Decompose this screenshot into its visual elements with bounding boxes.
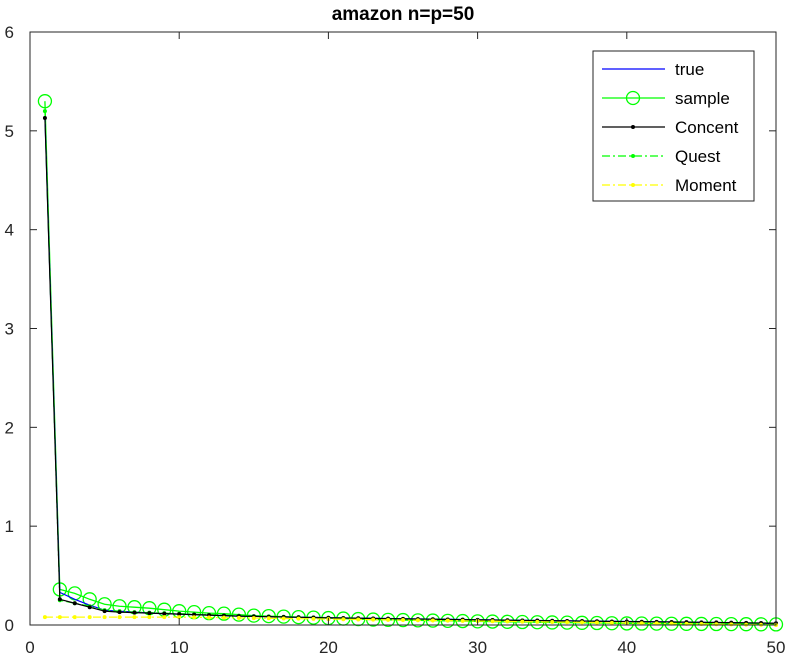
legend-item-sample: sample: [602, 89, 730, 108]
data-point: [649, 616, 664, 631]
y-tick-label: 2: [5, 418, 14, 437]
data-point: [201, 605, 217, 621]
data-point: [147, 615, 152, 620]
data-point: [72, 615, 77, 620]
legend-item-concent: Concent: [602, 118, 739, 137]
data-point: [445, 618, 450, 623]
data-point: [102, 615, 107, 620]
axes: 0 10 20 30 40 50 0 1 2 3 4 5 6: [5, 23, 786, 657]
x-tick-label: 40: [617, 638, 636, 657]
data-point: [401, 618, 405, 623]
data-point: [580, 620, 585, 625]
series-moment: [42, 615, 778, 627]
x-tick-label: 20: [319, 638, 338, 657]
data-point: [356, 617, 361, 622]
legend-marker: [631, 183, 635, 187]
data-point: [57, 615, 62, 620]
legend-label: Quest: [675, 147, 721, 166]
data-point: [236, 615, 241, 620]
data-point: [296, 616, 301, 621]
data-point: [72, 601, 77, 606]
y-tick-label: 4: [5, 221, 14, 240]
data-point: [281, 616, 286, 621]
data-point: [192, 615, 197, 620]
legend-marker: [625, 90, 641, 106]
data-point: [231, 607, 247, 622]
data-point: [639, 621, 644, 626]
data-point: [132, 615, 137, 620]
data-point: [714, 622, 719, 627]
data-point: [162, 611, 167, 616]
data-point: [425, 613, 440, 628]
y-tick-label: 1: [5, 517, 14, 536]
series-layer: [37, 94, 784, 632]
legend-label: true: [675, 60, 704, 79]
legend-marker: [631, 154, 635, 158]
data-point: [37, 94, 53, 109]
data-point: [216, 606, 232, 621]
data-point: [162, 615, 167, 620]
data-point: [42, 615, 47, 620]
data-point: [430, 618, 435, 623]
series-line-moment: [44, 616, 777, 626]
legend-label: Moment: [675, 176, 737, 195]
data-point: [371, 617, 376, 622]
data-point: [57, 597, 62, 602]
data-point: [266, 616, 271, 621]
data-point: [87, 605, 92, 610]
data-point: [386, 617, 391, 622]
data-point: [594, 620, 599, 625]
legend-box: [592, 50, 755, 202]
x-tick-label: 30: [468, 638, 487, 657]
data-point: [460, 618, 465, 623]
data-point: [311, 616, 316, 621]
legend: true sample Concent Quest Moment: [592, 50, 755, 202]
legend-item-moment: Moment: [602, 176, 737, 195]
data-point: [415, 618, 420, 623]
x-tick-label: 0: [25, 638, 34, 657]
data-point: [177, 612, 182, 617]
y-tick-label: 6: [5, 23, 14, 42]
data-point: [207, 615, 212, 620]
data-point: [341, 617, 346, 622]
data-point: [729, 622, 734, 627]
legend-label: sample: [675, 89, 730, 108]
data-point: [132, 610, 137, 615]
data-point: [117, 615, 122, 620]
data-point: [654, 621, 659, 626]
y-tick-label: 3: [5, 320, 14, 339]
data-point: [535, 619, 540, 624]
y-tick-label: 5: [5, 122, 14, 141]
legend-label: Concent: [675, 118, 739, 137]
x-tick-label: 10: [170, 638, 189, 657]
data-point: [177, 615, 182, 620]
data-point: [520, 619, 525, 624]
y-tick-label: 0: [5, 616, 14, 635]
data-point: [550, 620, 555, 625]
data-point: [117, 610, 122, 615]
legend-item-quest: Quest: [602, 147, 721, 166]
data-point: [505, 619, 510, 624]
data-point: [609, 620, 614, 625]
data-point: [42, 115, 47, 120]
series-line-concent: [44, 117, 777, 624]
data-point: [87, 615, 92, 620]
data-point: [490, 619, 495, 624]
data-point: [147, 611, 152, 616]
data-point: [251, 616, 256, 621]
chart-title: amazon n=p=50: [332, 4, 475, 25]
data-point: [42, 109, 47, 114]
data-point: [102, 609, 107, 614]
legend-marker: [631, 125, 635, 129]
legend-item-true: true: [602, 60, 704, 79]
x-tick-label: 50: [767, 638, 786, 657]
data-point: [221, 615, 226, 620]
data-point: [565, 620, 570, 625]
